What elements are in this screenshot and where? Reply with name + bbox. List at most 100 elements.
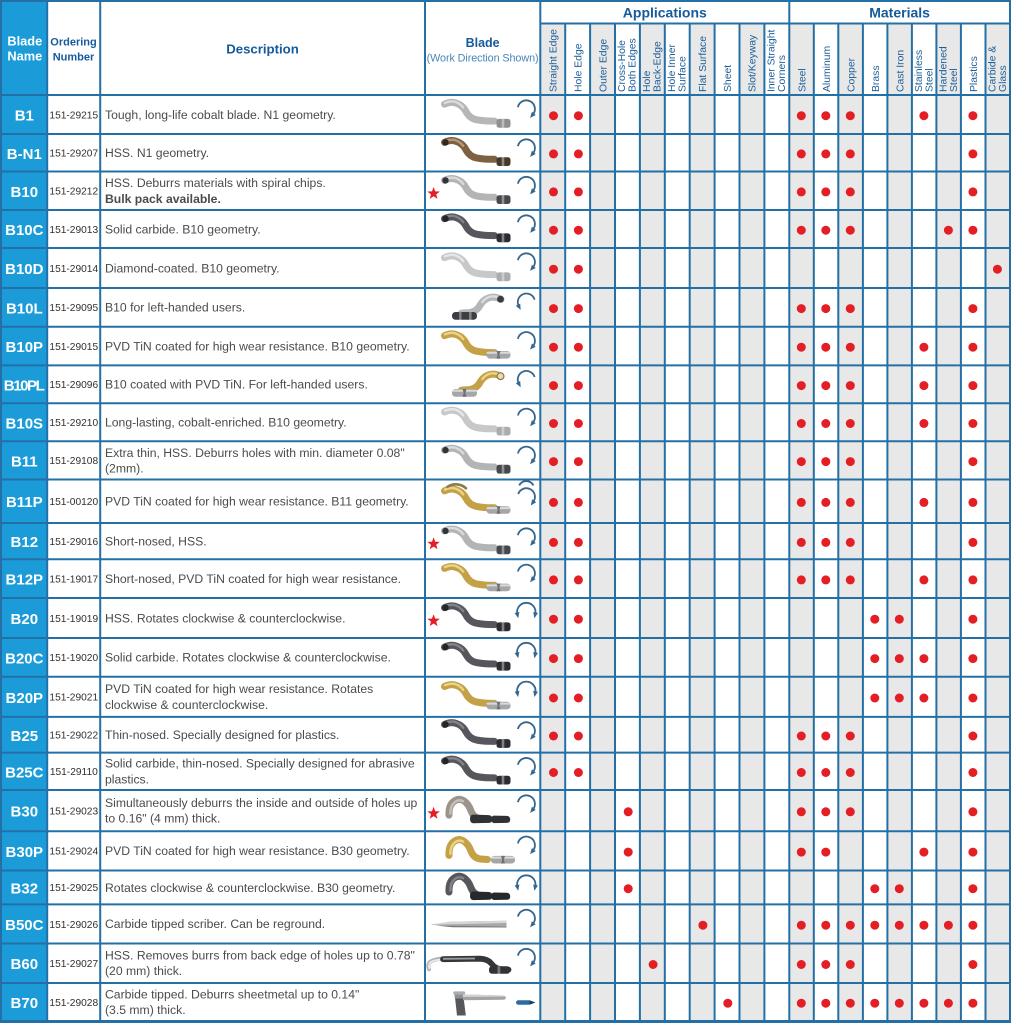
svg-text:Solid carbide. Rotates clockwi: Solid carbide. Rotates clockwise & count… [105,651,391,665]
svg-text:B12P: B12P [6,572,44,589]
svg-text:(2mm).: (2mm). [105,461,144,475]
svg-text:B25: B25 [11,728,39,745]
svg-text:B30: B30 [11,804,39,821]
svg-text:Outer Edge: Outer Edge [598,39,609,92]
svg-text:151-29027: 151-29027 [49,959,98,970]
svg-text:151-29023: 151-29023 [49,806,98,817]
svg-text:151-29212: 151-29212 [49,187,98,198]
svg-text:B10 for left-handed users.: B10 for left-handed users. [105,301,245,315]
svg-text:151-29013: 151-29013 [49,225,98,236]
svg-text:(3.5 mm) thick.: (3.5 mm) thick. [105,1003,186,1017]
svg-text:Hole Inner: Hole Inner [667,44,678,92]
svg-text:B10PL: B10PL [4,377,45,394]
svg-text:B20: B20 [11,611,39,628]
svg-text:B1: B1 [15,108,34,125]
svg-text:Materials: Materials [869,5,930,21]
svg-text:B10D: B10D [5,261,44,278]
svg-text:151-19020: 151-19020 [49,653,98,664]
svg-text:PVD TiN coated for high wear r: PVD TiN coated for high wear resistance.… [105,495,409,509]
svg-text:151-29014: 151-29014 [49,264,98,275]
svg-text:Flat Surface: Flat Surface [698,36,709,92]
svg-text:151-29210: 151-29210 [49,418,98,429]
svg-text:Steel: Steel [949,68,960,92]
svg-text:151-29016: 151-29016 [49,537,98,548]
svg-text:Steel: Steel [797,68,808,92]
svg-text:Glass: Glass [998,65,1009,92]
svg-text:Hole Edge: Hole Edge [573,43,584,92]
svg-text:Long-lasting, cobalt-enriched.: Long-lasting, cobalt-enriched. B10 geome… [105,416,347,430]
svg-text:B60: B60 [11,956,39,973]
svg-text:B12: B12 [11,534,39,551]
svg-text:Steel: Steel [925,68,936,92]
svg-text:151-29021: 151-29021 [49,693,98,704]
svg-text:Simultaneously deburrs the ins: Simultaneously deburrs the inside and ou… [105,796,418,810]
svg-text:clockwise & counterclockwise.: clockwise & counterclockwise. [105,698,268,712]
svg-text:Blade: Blade [466,36,500,50]
svg-text:Blade: Blade [7,34,42,49]
svg-text:Solid carbide, thin-nosed. Spe: Solid carbide, thin-nosed. Specially des… [105,757,415,771]
svg-text:B10P: B10P [6,339,44,356]
svg-text:to 0.16" (4 mm) thick.: to 0.16" (4 mm) thick. [105,812,220,826]
svg-text:(20 mm) thick.: (20 mm) thick. [105,964,182,978]
svg-text:151-29215: 151-29215 [49,110,98,121]
svg-text:HSS. Removes burrs from back e: HSS. Removes burrs from back edge of hol… [105,949,415,963]
svg-text:Extra thin, HSS. Deburrs holes: Extra thin, HSS. Deburrs holes with min.… [105,446,405,460]
svg-text:Copper: Copper [846,57,857,92]
svg-text:Diamond-coated. B10 geometry.: Diamond-coated. B10 geometry. [105,261,280,275]
svg-text:Corners: Corners [777,55,788,92]
svg-text:151-29110: 151-29110 [50,767,98,778]
svg-text:Hardened: Hardened [939,46,950,92]
svg-text:151-29025: 151-29025 [49,883,98,894]
svg-text:151-29207: 151-29207 [49,149,98,160]
svg-text:Hole: Hole [642,70,653,92]
svg-text:Both Edges: Both Edges [628,38,639,92]
svg-text:Back-Edge: Back-Edge [653,41,664,92]
svg-text:B10 coated with PVD TiN. For l: B10 coated with PVD TiN. For left-handed… [105,378,368,392]
svg-text:B-N1: B-N1 [7,146,42,163]
svg-text:151-00120: 151-00120 [49,497,98,508]
svg-text:PVD TiN coated for high wear r: PVD TiN coated for high wear resistance.… [105,844,410,858]
svg-text:Cast Iron: Cast Iron [895,50,906,92]
svg-text:Tough, long-life cobalt blade.: Tough, long-life cobalt blade. N1 geomet… [105,108,336,122]
svg-text:Straight Edge: Straight Edge [549,29,560,92]
svg-text:Rotates clockwise & counterclo: Rotates clockwise & counterclockwise. B3… [105,881,395,895]
svg-text:B30P: B30P [6,844,44,861]
svg-text:Description: Description [226,42,299,57]
svg-text:Carbide tipped. Deburrs sheetm: Carbide tipped. Deburrs sheetmetal up to… [105,987,359,1001]
svg-text:151-29096: 151-29096 [49,380,98,391]
svg-text:Plastics: Plastics [969,56,980,92]
svg-text:HSS. Deburrs materials with sp: HSS. Deburrs materials with spiral chips… [105,176,326,190]
svg-text:HSS. N1 geometry.: HSS. N1 geometry. [105,146,209,160]
svg-text:151-19017: 151-19017 [49,574,98,585]
svg-text:Name: Name [7,49,42,64]
svg-text:B20C: B20C [5,650,44,667]
svg-text:HSS. Rotates clockwise & count: HSS. Rotates clockwise & counterclockwis… [105,611,345,625]
svg-text:(Work Direction Shown): (Work Direction Shown) [427,53,539,65]
svg-text:Aluminum: Aluminum [822,46,833,92]
svg-text:Short-nosed, PVD TiN coated fo: Short-nosed, PVD TiN coated for high wea… [105,572,401,586]
svg-text:B32: B32 [11,881,39,898]
svg-text:Inner Straight: Inner Straight [767,30,778,92]
svg-text:Carbide tipped scriber. Can be: Carbide tipped scriber. Can be reground. [105,917,325,931]
svg-text:151-29026: 151-29026 [49,920,98,931]
svg-text:B10L: B10L [6,300,43,317]
svg-text:Solid carbide. B10 geometry.: Solid carbide. B10 geometry. [105,222,261,236]
svg-text:Cross-Hole: Cross-Hole [617,40,628,92]
svg-text:Stainless: Stainless [914,50,925,92]
svg-text:Sheet: Sheet [723,65,734,92]
svg-text:Short-nosed, HSS.: Short-nosed, HSS. [105,534,207,548]
svg-text:Applications: Applications [623,5,707,21]
svg-text:Surface: Surface [678,56,689,92]
svg-text:151-29028: 151-29028 [49,998,98,1009]
svg-text:151-19019: 151-19019 [49,614,98,625]
svg-text:Number: Number [53,52,95,64]
svg-text:Carbide &: Carbide & [988,46,999,92]
svg-text:151-29095: 151-29095 [49,303,98,314]
svg-text:151-29024: 151-29024 [49,847,98,858]
svg-text:PVD TiN coated for high wear r: PVD TiN coated for high wear resistance.… [105,339,410,353]
svg-text:151-29015: 151-29015 [49,342,98,353]
svg-text:Bulk pack available.: Bulk pack available. [105,192,221,206]
svg-text:Thin-nosed. Specially designed: Thin-nosed. Specially designed for plast… [105,728,339,742]
svg-text:B25C: B25C [5,764,44,781]
svg-text:Ordering: Ordering [50,37,96,49]
